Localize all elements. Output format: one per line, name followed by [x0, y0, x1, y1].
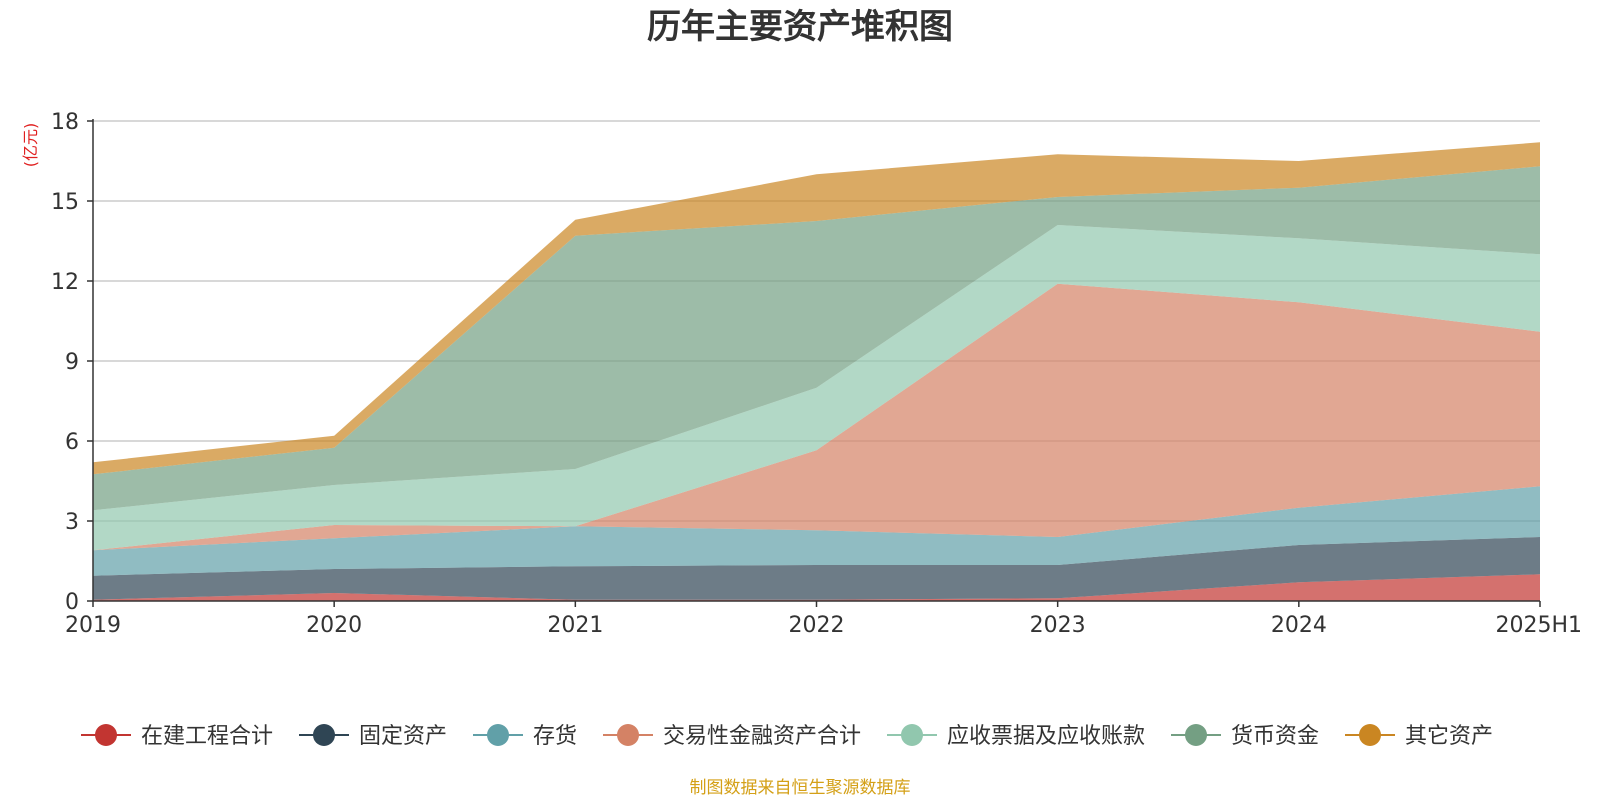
legend-label: 其它资产 — [1405, 724, 1493, 749]
legend: 在建工程合计 固定资产 存货 交易性金融资产合计 应收票据及应收账款 货币资金 其它资产 — [81, 724, 1493, 749]
y-tick-label-3: 9 — [65, 350, 79, 375]
legend-label: 存货 — [533, 724, 577, 749]
y-tick-label-5: 15 — [51, 190, 79, 215]
legend-label: 货币资金 — [1231, 724, 1319, 749]
legend-label: 在建工程合计 — [141, 724, 273, 749]
area-series-6 — [93, 142, 1540, 475]
y-tick-label-4: 12 — [51, 270, 79, 295]
legend-item-2[interactable]: 存货 — [473, 724, 577, 749]
legend-swatch-marker — [487, 724, 509, 746]
y-tick-label-6: 18 — [51, 110, 79, 135]
x-tick-label-6: 2025H1 — [1495, 613, 1582, 638]
legend-swatch-marker — [1359, 724, 1381, 746]
legend-label: 交易性金融资产合计 — [663, 724, 861, 749]
legend-swatch-marker — [313, 724, 335, 746]
x-tick-label-1: 2020 — [306, 613, 362, 638]
axes: 0 3 6 9 12 15 18 2019 2020 2021 2022 2023 2024 2025H1 — [51, 110, 1582, 638]
area-series-5 — [93, 166, 1540, 511]
area-series-4 — [93, 225, 1540, 551]
x-tick-label-0: 2019 — [65, 613, 121, 638]
area-series-3 — [93, 283, 1540, 551]
legend-item-3[interactable]: 交易性金融资产合计 — [603, 724, 861, 749]
chart-title: 历年主要资产堆积图 — [647, 7, 953, 47]
legend-item-0[interactable]: 在建工程合计 — [81, 724, 273, 749]
legend-swatch-marker — [95, 724, 117, 746]
x-tick-label-4: 2023 — [1030, 613, 1086, 638]
data-source-note: 制图数据来自恒生聚源数据库 — [690, 778, 911, 798]
y-tick-label-2: 6 — [65, 430, 79, 455]
legend-swatch-marker — [1185, 724, 1207, 746]
area-series — [93, 142, 1540, 601]
legend-swatch-marker — [617, 724, 639, 746]
area-series-1 — [93, 537, 1540, 600]
area-series-2 — [93, 486, 1540, 576]
legend-swatch-marker — [901, 724, 923, 746]
legend-item-6[interactable]: 其它资产 — [1345, 724, 1493, 749]
x-tick-label-3: 2022 — [789, 613, 845, 638]
legend-item-1[interactable]: 固定资产 — [299, 724, 447, 749]
legend-item-5[interactable]: 货币资金 — [1171, 724, 1319, 749]
legend-label: 应收票据及应收账款 — [947, 724, 1145, 749]
legend-item-4[interactable]: 应收票据及应收账款 — [887, 724, 1145, 749]
x-tick-label-2: 2021 — [547, 613, 603, 638]
y-tick-label-0: 0 — [65, 590, 79, 615]
legend-label: 固定资产 — [359, 724, 447, 749]
area-series-0 — [93, 574, 1540, 601]
x-tick-label-5: 2024 — [1271, 613, 1327, 638]
y-axis-unit: (亿元) — [21, 123, 40, 168]
y-tick-label-1: 3 — [65, 510, 79, 535]
